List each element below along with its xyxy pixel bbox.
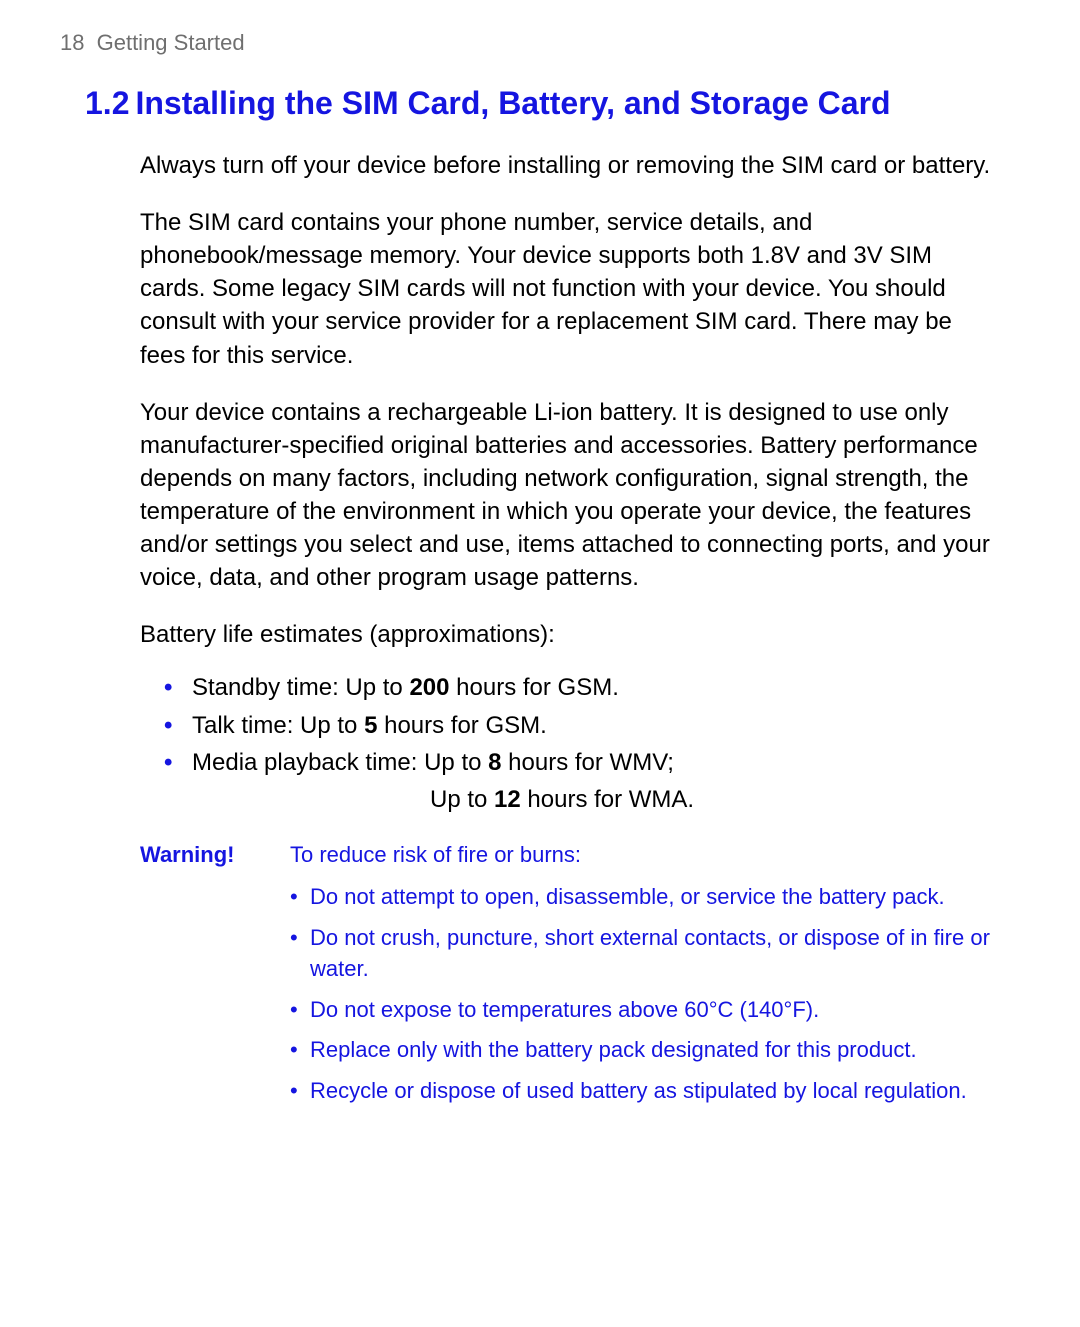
list-item-subline: Up to 12 hours for WMA.: [192, 781, 1000, 818]
battery-estimates-list: Standby time: Up to 200 hours for GSM. T…: [140, 669, 1000, 818]
bullet-value: 12: [494, 786, 521, 813]
warning-item: Do not expose to temperatures above 60°C…: [310, 995, 1000, 1026]
warning-intro: To reduce risk of fire or burns:: [290, 842, 1000, 868]
warning-list: Do not attempt to open, disassemble, or …: [290, 882, 1000, 1107]
page-header: 18 Getting Started: [60, 30, 1000, 56]
warning-item: Recycle or dispose of used battery as st…: [310, 1076, 1000, 1107]
bullet-value: 8: [488, 749, 501, 776]
warning-label: Warning!: [140, 842, 290, 1117]
bullet-text: hours for WMA.: [521, 786, 694, 813]
warning-body: To reduce risk of fire or burns: Do not …: [290, 842, 1000, 1117]
warning-item: Do not crush, puncture, short external c…: [310, 923, 1000, 985]
paragraph: Battery life estimates (approximations):: [140, 618, 1000, 651]
document-page: 18 Getting Started 1.2Installing the SIM…: [0, 0, 1080, 1327]
bullet-text: Media playback time: Up to: [192, 749, 488, 776]
list-item: Media playback time: Up to 8 hours for W…: [192, 744, 1000, 818]
page-number: 18: [60, 30, 84, 55]
chapter-title: Getting Started: [97, 30, 245, 55]
bullet-value: 200: [409, 674, 449, 701]
list-item: Talk time: Up to 5 hours for GSM.: [192, 707, 1000, 744]
bullet-text: Up to: [430, 786, 494, 813]
paragraph: The SIM card contains your phone number,…: [140, 206, 1000, 372]
warning-block: Warning! To reduce risk of fire or burns…: [140, 842, 1000, 1117]
section-heading: 1.2Installing the SIM Card, Battery, and…: [80, 84, 1000, 123]
section-number: 1.2: [85, 85, 129, 121]
list-item: Standby time: Up to 200 hours for GSM.: [192, 669, 1000, 706]
paragraph: Your device contains a rechargeable Li-i…: [140, 396, 1000, 595]
paragraph: Always turn off your device before insta…: [140, 149, 1000, 182]
section-title: Installing the SIM Card, Battery, and St…: [135, 85, 890, 121]
bullet-text: Talk time: Up to: [192, 712, 364, 739]
warning-item: Do not attempt to open, disassemble, or …: [310, 882, 1000, 913]
body-content: Always turn off your device before insta…: [80, 149, 1000, 1117]
warning-item: Replace only with the battery pack desig…: [310, 1035, 1000, 1066]
bullet-text: hours for WMV;: [502, 749, 674, 776]
bullet-text: Standby time: Up to: [192, 674, 409, 701]
bullet-text: hours for GSM.: [377, 712, 546, 739]
bullet-text: hours for GSM.: [450, 674, 619, 701]
bullet-value: 5: [364, 712, 377, 739]
